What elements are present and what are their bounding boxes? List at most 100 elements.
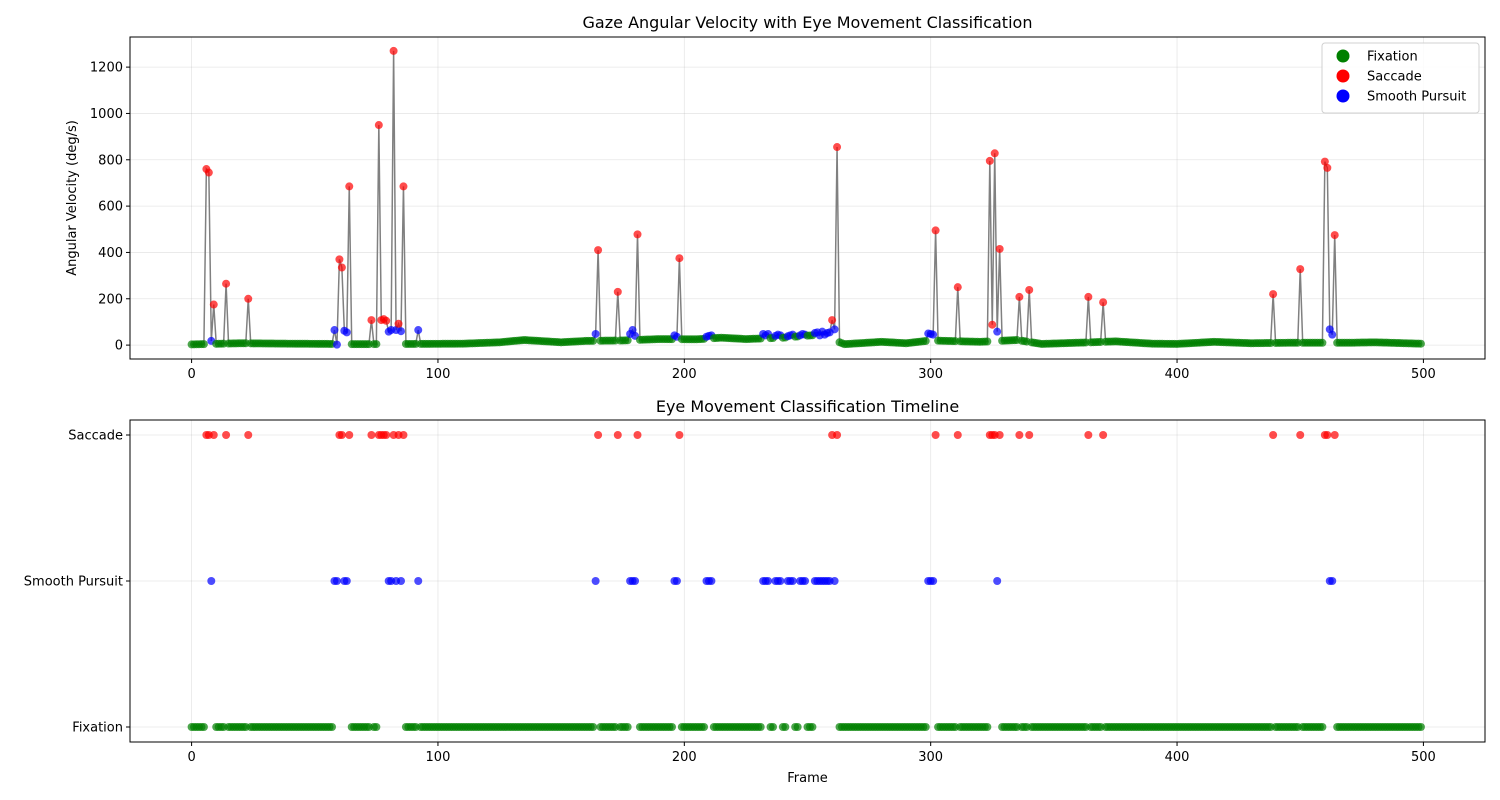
timeline-point-smooth-pursuit [788, 577, 797, 585]
velocity-chart-title: Gaze Angular Velocity with Eye Movement … [583, 13, 1033, 32]
timeline-points [187, 431, 1425, 731]
legend-marker-smooth-pursuit [1336, 89, 1350, 103]
velocity-line [191, 50, 1421, 346]
timeline-point-saccade [345, 431, 354, 439]
timeline-point-smooth-pursuit [631, 577, 640, 585]
timeline-point-fixation [808, 723, 817, 731]
timeline-point-saccade [594, 431, 603, 439]
timeline-point-saccade [613, 431, 622, 439]
timeline-point-saccade [222, 431, 231, 439]
timeline-point-saccade [1084, 431, 1093, 439]
timeline-x-axis-label: Frame [787, 771, 828, 786]
timeline-point-smooth-pursuit [397, 577, 405, 585]
x-tick-label: 200 [672, 750, 697, 765]
velocity-chart: 0 100 200 300 400 500 0 200 400 600 800 1000 1200 G… [65, 13, 1486, 382]
point-saccade [1084, 292, 1093, 301]
x-tick-label: 300 [918, 750, 943, 765]
timeline-point-smooth-pursuit [332, 577, 341, 585]
point-saccade [222, 279, 231, 288]
x-tick-label: 400 [1165, 750, 1190, 765]
timeline-point-fixation [589, 723, 598, 731]
x-tick-label: 0 [187, 750, 195, 765]
timeline-point-smooth-pursuit [707, 577, 716, 585]
x-tick-label: 0 [187, 367, 195, 382]
timeline-point-saccade [1269, 431, 1278, 439]
point-saccade [244, 294, 253, 303]
timeline-point-saccade [931, 431, 940, 439]
timeline-point-smooth-pursuit [993, 577, 1002, 585]
y-tick-label: 1000 [90, 107, 123, 122]
timeline-point-saccade [337, 431, 346, 439]
velocity-grid [130, 37, 1485, 359]
point-smooth-pursuit [830, 325, 839, 334]
timeline-point-fixation [983, 723, 992, 731]
point-saccade [988, 320, 997, 329]
point-saccade [209, 300, 218, 309]
timeline-point-smooth-pursuit [1328, 577, 1337, 585]
point-saccade [985, 156, 994, 165]
y-tick-label: 800 [98, 153, 123, 168]
point-saccade [828, 316, 837, 325]
point-saccade [594, 246, 603, 255]
point-smooth-pursuit [332, 340, 341, 349]
timeline-point-fixation [328, 723, 337, 731]
timeline-point-fixation [668, 723, 676, 731]
timeline-point-fixation [199, 723, 208, 731]
point-saccade [675, 254, 684, 263]
point-saccade [374, 121, 383, 130]
x-tick-label: 500 [1411, 750, 1436, 765]
point-saccade [633, 230, 642, 239]
point-fixation [589, 336, 598, 345]
point-saccade [995, 244, 1004, 253]
timeline-point-smooth-pursuit [929, 577, 938, 585]
point-saccade [990, 149, 999, 158]
timeline-point-fixation [793, 723, 802, 731]
timeline-point-fixation [921, 723, 930, 731]
timeline-point-fixation [1318, 723, 1327, 731]
point-saccade [1330, 231, 1339, 240]
timeline-y-ticks: Fixation Smooth Pursuit Saccade [24, 429, 130, 736]
x-tick-label: 500 [1411, 367, 1436, 382]
legend-label-saccade: Saccade [1367, 70, 1422, 85]
point-saccade [953, 283, 962, 292]
point-smooth-pursuit [330, 326, 339, 335]
point-saccade [394, 319, 403, 328]
point-saccade [389, 46, 398, 55]
y-tick-label: Fixation [72, 721, 123, 736]
point-saccade [931, 226, 940, 235]
y-tick-label: 600 [98, 200, 123, 215]
point-smooth-pursuit [929, 330, 938, 339]
point-smooth-pursuit [993, 327, 1002, 336]
timeline-point-smooth-pursuit [830, 577, 839, 585]
timeline-point-smooth-pursuit [414, 577, 423, 585]
timeline-point-fixation [372, 723, 381, 731]
point-fixation [983, 337, 992, 346]
timeline-point-saccade [399, 431, 408, 439]
timeline-point-saccade [1099, 431, 1108, 439]
legend-label-fixation: Fixation [1367, 50, 1418, 65]
point-smooth-pursuit [1328, 330, 1337, 339]
timeline-point-smooth-pursuit [672, 577, 681, 585]
point-saccade [337, 263, 346, 272]
point-fixation [1318, 338, 1327, 347]
point-fixation [372, 340, 381, 349]
timeline-point-smooth-pursuit [764, 577, 773, 585]
point-saccade [1099, 298, 1108, 307]
timeline-point-fixation [756, 723, 765, 731]
velocity-points [187, 46, 1425, 349]
point-fixation [1416, 339, 1425, 348]
timeline-point-saccade [1015, 431, 1024, 439]
y-tick-label: 1200 [90, 61, 123, 76]
velocity-y-axis-label: Angular Velocity (deg/s) [65, 120, 80, 276]
point-saccade [1269, 290, 1278, 299]
point-saccade [204, 168, 213, 177]
timeline-chart-title: Eye Movement Classification Timeline [656, 397, 959, 416]
point-smooth-pursuit [342, 328, 351, 337]
point-fixation [623, 336, 632, 345]
legend: Fixation Saccade Smooth Pursuit [1321, 42, 1480, 114]
timeline-point-saccade [675, 431, 684, 439]
timeline-point-fixation [700, 723, 709, 731]
point-fixation [921, 337, 930, 346]
timeline-point-fixation [781, 723, 790, 731]
